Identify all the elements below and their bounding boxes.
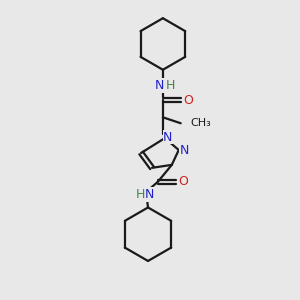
Text: O: O xyxy=(179,175,189,188)
Text: O: O xyxy=(184,94,194,107)
Text: N: N xyxy=(163,130,172,144)
Text: H: H xyxy=(135,188,145,201)
Text: CH₃: CH₃ xyxy=(190,118,212,128)
Text: N: N xyxy=(144,188,154,201)
Text: N: N xyxy=(180,143,189,157)
Text: N: N xyxy=(155,79,165,92)
Text: H: H xyxy=(166,79,176,92)
